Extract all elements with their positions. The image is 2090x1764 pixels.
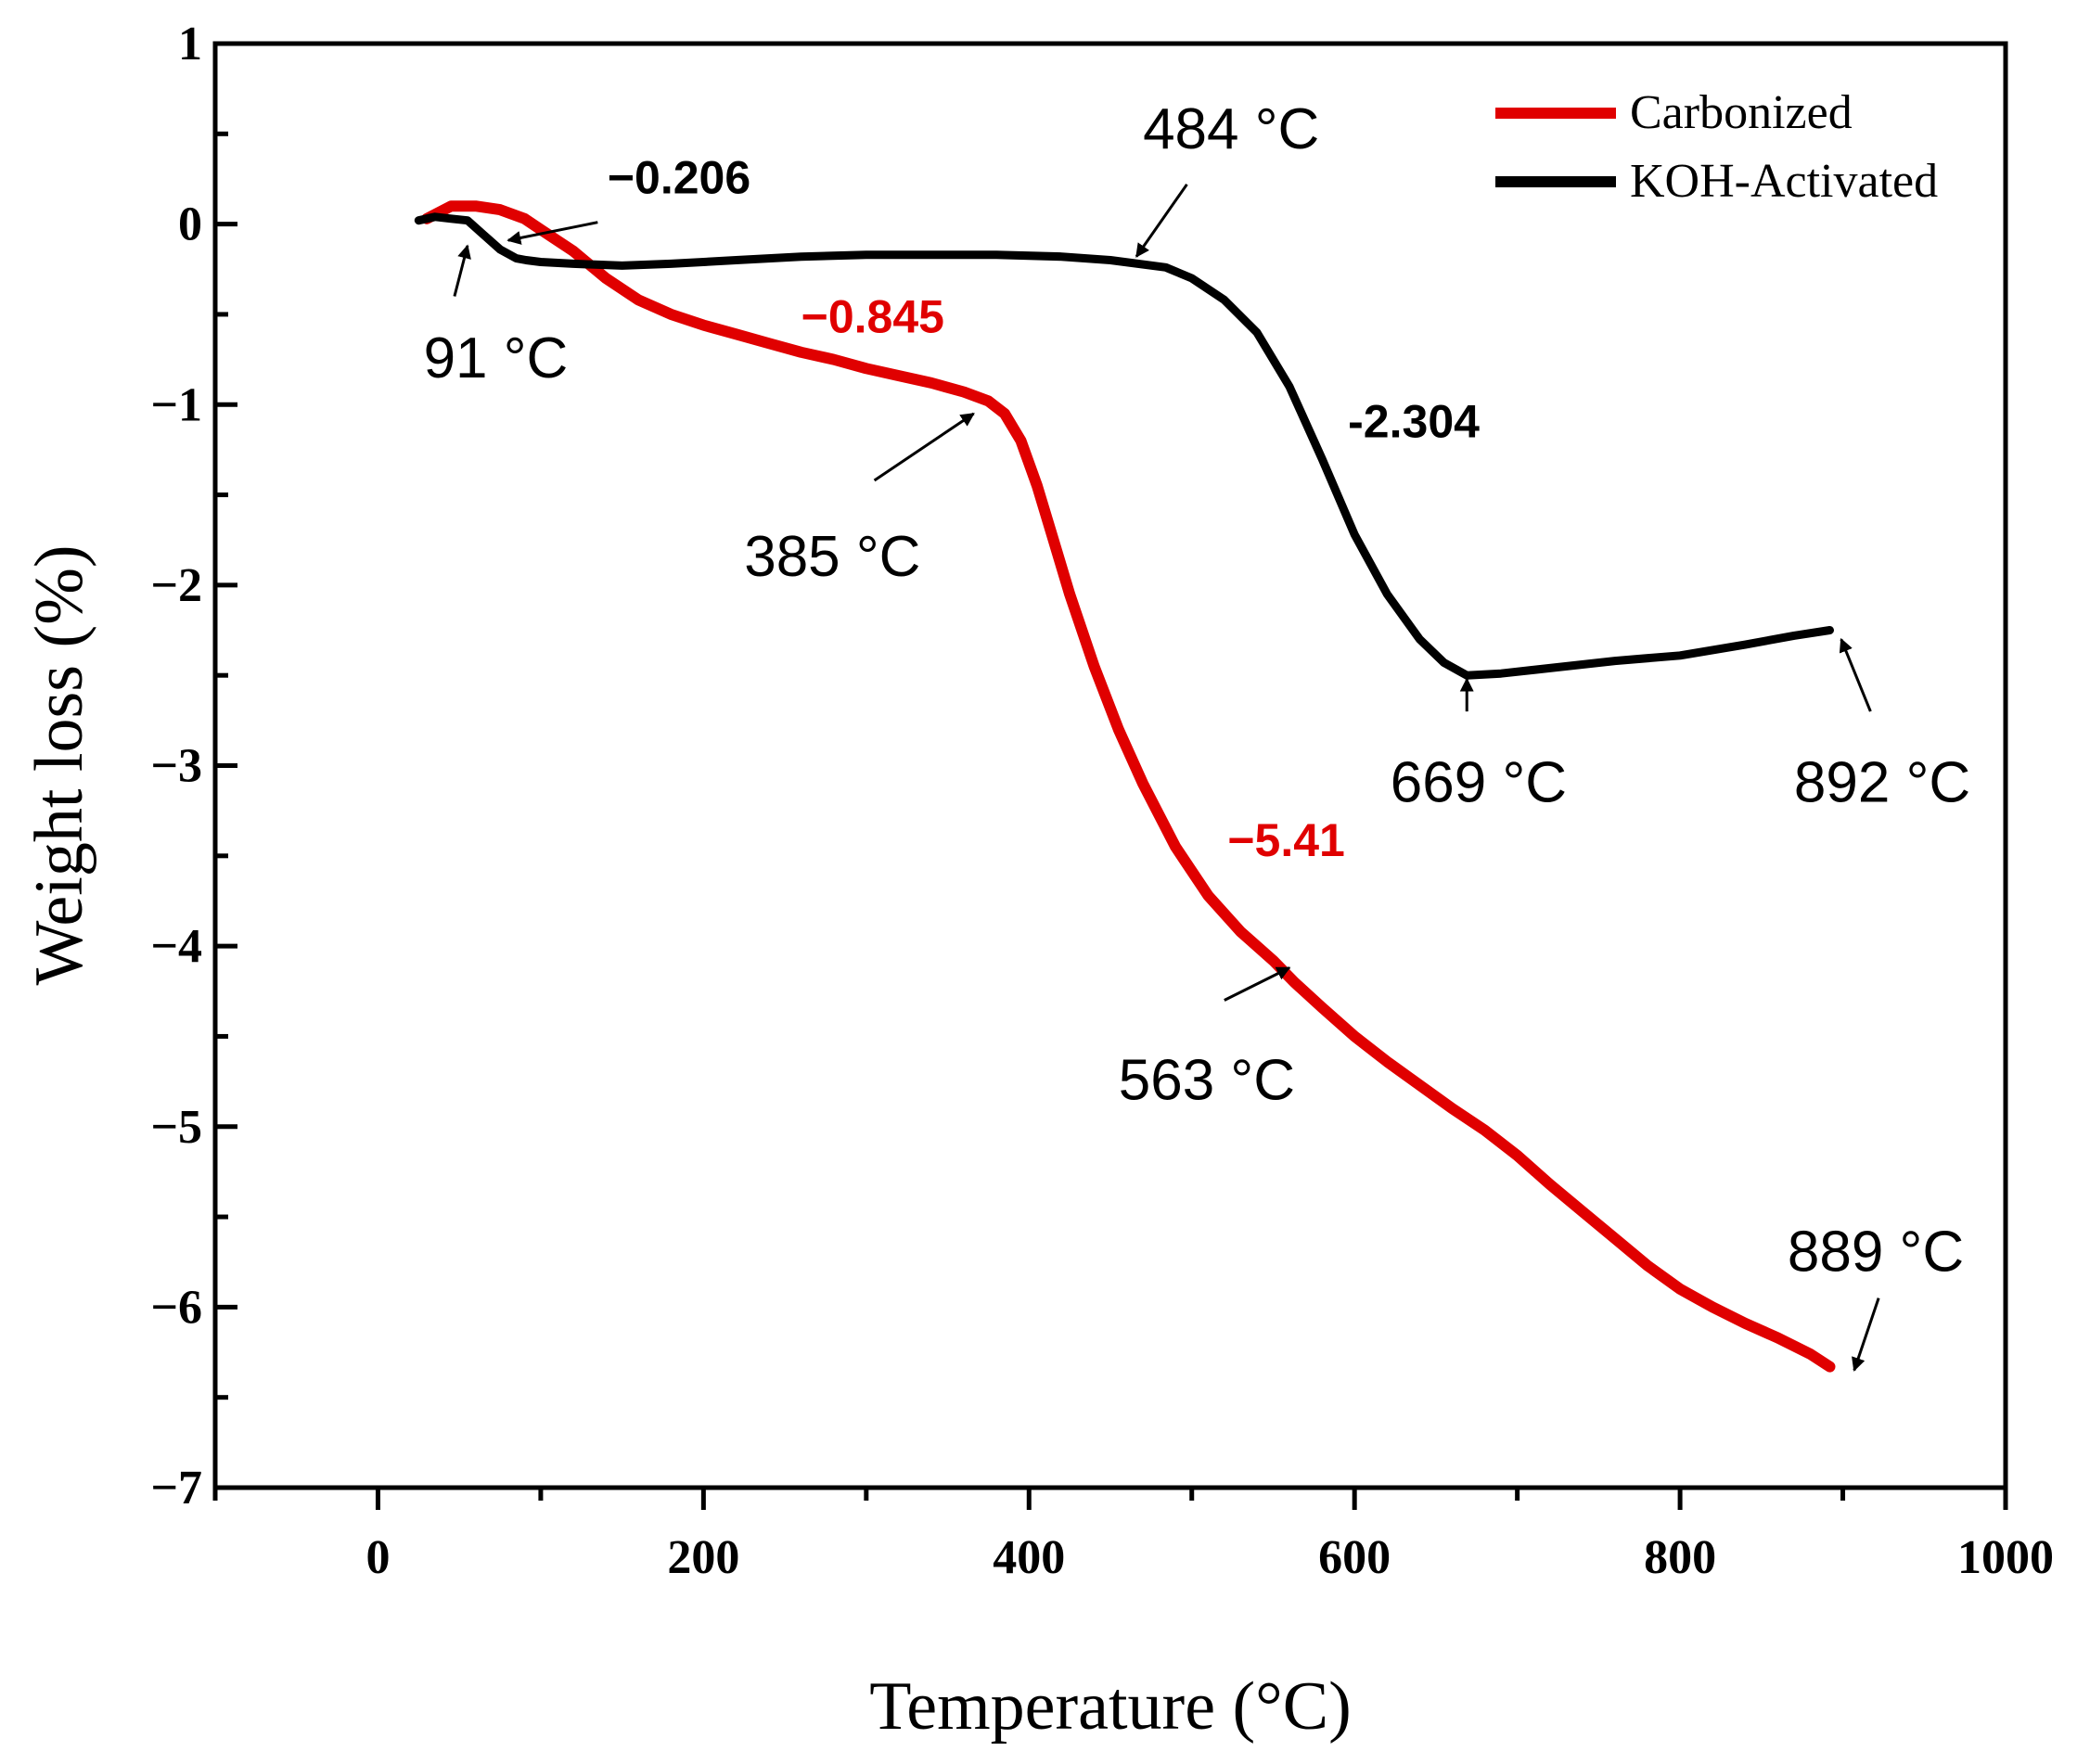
x-tick-label: 200	[667, 1531, 739, 1584]
annotation-arrow	[1135, 183, 1188, 258]
x-tick-label: 800	[1644, 1531, 1716, 1584]
y-tick-label: −4	[150, 920, 202, 973]
series-line-koh-activated	[414, 212, 1834, 680]
x-tick-label: 0	[365, 1531, 390, 1584]
y-tick-label: 0	[178, 198, 202, 251]
temperature-annotation: 563 °C	[1119, 1049, 1295, 1113]
annotation-arrow	[1224, 966, 1291, 1002]
legend-label-carbonized: Carbonized	[1630, 86, 1853, 139]
y-axis-tick-labels: 1 0 −1 −2 −3 −4 −5 −6 −7	[150, 18, 202, 1515]
weight-loss-annotation: −5.41	[1227, 814, 1345, 866]
y-tick-label: 1	[178, 18, 202, 70]
annotation-arrow	[1852, 1297, 1880, 1372]
y-tick-label: −1	[150, 378, 202, 431]
temperature-annotation: 484 °C	[1143, 97, 1319, 161]
x-axis-ticks	[212, 1488, 2008, 1510]
legend-label-koh-activated: KOH-Activated	[1630, 155, 1938, 208]
annotation-arrow	[506, 221, 598, 245]
temperature-annotation: 385 °C	[744, 525, 920, 589]
y-tick-label: −3	[150, 740, 202, 793]
y-tick-label: −2	[150, 559, 202, 612]
y-tick-label: −6	[150, 1281, 202, 1334]
temperature-annotation: 91 °C	[424, 326, 569, 390]
weight-loss-annotation: -2.304	[1348, 395, 1480, 447]
y-tick-label: −5	[150, 1101, 202, 1154]
series-layer	[414, 200, 1836, 1373]
weight-loss-annotation: −0.845	[801, 290, 944, 342]
temperature-annotation: 892 °C	[1794, 750, 1970, 814]
x-tick-label: 400	[993, 1531, 1065, 1584]
x-axis-title: Temperature (°C)	[869, 1668, 1352, 1745]
x-tick-label: 600	[1318, 1531, 1391, 1584]
annotation-arrow	[873, 412, 975, 482]
y-axis-title: Weight loss (%)	[21, 545, 97, 986]
legend: Carbonized KOH-Activated	[1495, 86, 1938, 208]
annotation-layer: 484 °C 91 °C −0.206 −0.845 385 °C -2.304 669 °…	[424, 97, 1970, 1372]
x-axis-tick-labels: 0 200 400 600 800 1000	[365, 1531, 2054, 1584]
y-axis-ticks	[215, 41, 237, 1490]
series-line-carbonized	[421, 200, 1836, 1373]
temperature-annotation: 669 °C	[1391, 750, 1567, 814]
annotation-arrow	[1839, 637, 1872, 712]
temperature-annotation: 889 °C	[1788, 1220, 1964, 1284]
annotation-arrow	[453, 244, 471, 297]
y-tick-label: −7	[150, 1462, 202, 1515]
weight-loss-annotation: −0.206	[608, 152, 750, 204]
x-tick-label: 1000	[1957, 1531, 2054, 1584]
